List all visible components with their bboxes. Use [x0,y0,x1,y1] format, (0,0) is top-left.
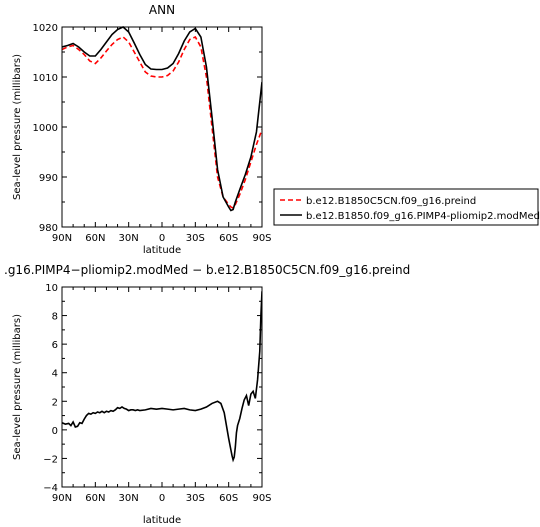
x-tick-label: 60N [85,493,105,504]
y-tick-label: 1000 [33,123,58,134]
x-tick-label: 60N [85,233,105,244]
x-axis-label: latitude [143,245,181,256]
y-axis-label: Sea-level pressure (millibars) [12,54,23,200]
x-tick-label: 90S [252,233,271,244]
x-tick-label: 30S [186,233,205,244]
y-tick-label: 10 [45,283,58,294]
x-tick-label: 90N [52,493,72,504]
x-tick-label: 60S [219,493,238,504]
x-tick-label: 90S [252,493,271,504]
legend-box [273,188,539,226]
series-line-1 [62,35,262,210]
y-tick-label: 980 [39,223,58,234]
chart-title: ANN [149,3,175,17]
series-line-2 [62,26,262,212]
y-tick-label: 4 [52,369,58,380]
x-tick-label: 30S [186,493,205,504]
chart-panel-top: ANN 90N 60N 30N 0 30S 60S 90S 980 990 1000 1010 1020… [12,3,272,256]
legend-label-2: b.e12.B1850.f09_g16.PIMP4-pliomip2.modMe… [306,211,540,222]
x-tick-label: 30N [119,233,139,244]
y-tick-label: 6 [52,340,58,351]
y-tick-label: 990 [39,173,58,184]
y-tick-label: 1010 [33,73,58,84]
plot-frame [61,26,263,228]
x-tick-label: 30N [119,493,139,504]
y-tick-label: 8 [52,312,58,323]
y-tick-label: 0 [52,426,58,437]
x-tick-label: 90N [52,233,72,244]
x-tick-label: 0 [159,233,165,244]
x-tick-label: 0 [159,493,165,504]
y-tick-label: 2 [52,397,58,408]
y-tick-label: −4 [43,483,58,494]
y-tick-label: −2 [43,454,58,465]
legend-label-1: b.e12.B1850C5CN.f09_g16.preind [306,196,476,207]
chart-title: .g16.PIMP4−pliomip2.modMed − b.e12.B1850… [4,263,410,277]
y-axis-label: Sea-level pressure (millibars) [12,314,23,460]
series-line-1 [62,291,262,463]
x-tick-label: 60S [219,233,238,244]
chart-panel-bottom: .g16.PIMP4−pliomip2.modMed − b.e12.B1850… [4,263,410,526]
y-tick-label: 1020 [33,23,58,34]
chart-legend: b.e12.B1850C5CN.f09_g16.preind b.e12.B185… [273,188,540,226]
x-axis-label: latitude [143,515,181,526]
